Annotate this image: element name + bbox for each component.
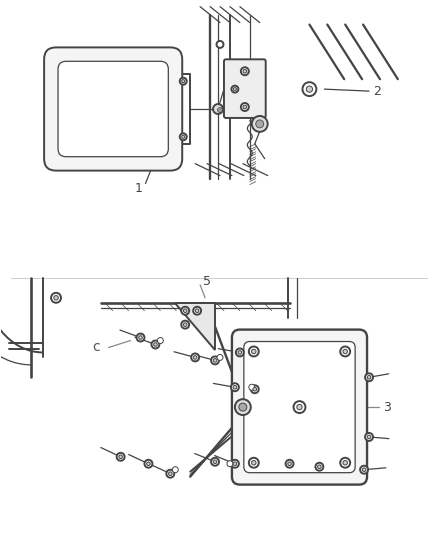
Circle shape [172, 467, 178, 473]
Circle shape [231, 383, 239, 391]
Circle shape [253, 387, 257, 391]
Circle shape [166, 470, 174, 478]
Circle shape [256, 120, 264, 128]
Circle shape [360, 466, 368, 474]
Circle shape [216, 41, 223, 48]
Circle shape [251, 349, 256, 354]
Circle shape [239, 403, 247, 411]
Circle shape [137, 334, 145, 342]
Circle shape [211, 357, 219, 365]
FancyBboxPatch shape [232, 329, 367, 484]
Circle shape [367, 376, 371, 379]
Circle shape [288, 462, 291, 465]
Circle shape [119, 455, 122, 458]
Circle shape [147, 462, 150, 465]
Circle shape [231, 460, 239, 468]
Circle shape [181, 321, 189, 329]
Circle shape [365, 433, 373, 441]
Circle shape [297, 405, 302, 410]
Text: 5: 5 [203, 276, 211, 288]
Circle shape [343, 461, 347, 465]
Circle shape [51, 293, 61, 303]
Circle shape [180, 78, 187, 85]
Circle shape [152, 341, 159, 349]
Circle shape [251, 385, 259, 393]
Circle shape [191, 353, 199, 361]
Circle shape [315, 463, 323, 471]
Circle shape [169, 472, 172, 475]
Circle shape [213, 104, 223, 114]
Circle shape [233, 462, 237, 465]
Circle shape [182, 135, 185, 139]
FancyBboxPatch shape [244, 342, 355, 473]
Circle shape [251, 461, 256, 465]
Circle shape [213, 460, 217, 464]
Circle shape [243, 105, 247, 109]
Circle shape [241, 103, 249, 111]
Circle shape [213, 359, 217, 362]
Circle shape [117, 453, 124, 461]
Circle shape [218, 108, 223, 112]
Circle shape [241, 67, 249, 75]
Circle shape [306, 86, 313, 92]
Text: 2: 2 [373, 85, 381, 98]
Circle shape [233, 385, 237, 389]
Polygon shape [175, 303, 215, 351]
Circle shape [303, 82, 316, 96]
Text: 1: 1 [134, 182, 142, 195]
Circle shape [184, 309, 187, 312]
FancyBboxPatch shape [44, 47, 182, 171]
Circle shape [249, 384, 255, 390]
Circle shape [227, 461, 233, 467]
Circle shape [249, 458, 259, 468]
Circle shape [365, 373, 373, 381]
Circle shape [367, 435, 371, 439]
Circle shape [154, 343, 157, 346]
Circle shape [181, 307, 189, 314]
Circle shape [217, 354, 223, 360]
Circle shape [231, 86, 238, 93]
Circle shape [211, 458, 219, 466]
Circle shape [193, 307, 201, 314]
Circle shape [157, 337, 163, 343]
Circle shape [235, 399, 251, 415]
Circle shape [286, 460, 293, 468]
Circle shape [343, 349, 347, 354]
Text: c: c [92, 341, 99, 354]
Circle shape [184, 323, 187, 326]
Circle shape [238, 351, 242, 354]
Circle shape [193, 356, 197, 359]
Circle shape [139, 336, 142, 340]
Circle shape [252, 116, 268, 132]
FancyBboxPatch shape [58, 61, 168, 157]
Circle shape [318, 465, 321, 469]
Circle shape [249, 346, 259, 357]
Circle shape [293, 401, 305, 413]
Circle shape [340, 346, 350, 357]
Circle shape [243, 69, 247, 73]
Circle shape [180, 133, 187, 140]
Circle shape [195, 309, 199, 312]
Circle shape [233, 87, 237, 91]
Circle shape [340, 458, 350, 468]
Circle shape [182, 79, 185, 83]
Circle shape [54, 296, 58, 300]
Text: 3: 3 [383, 401, 391, 414]
FancyBboxPatch shape [224, 59, 266, 118]
Circle shape [145, 460, 152, 468]
Circle shape [362, 468, 366, 472]
Circle shape [236, 349, 244, 357]
